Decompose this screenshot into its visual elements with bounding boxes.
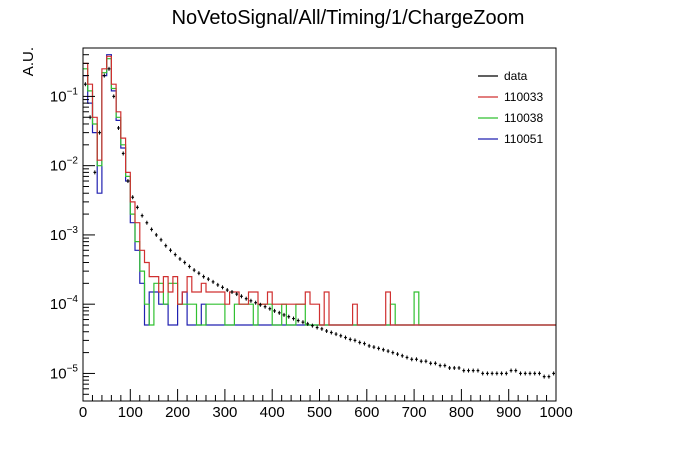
histogram-layer (83, 54, 556, 379)
legend-label: data (504, 69, 528, 83)
legend: data 110033 110038 110051 (478, 69, 543, 146)
x-tick-label: 100 (118, 404, 143, 421)
x-tick-label: 0 (79, 404, 87, 421)
plot-frame (82, 47, 557, 402)
x-tick-label: 800 (449, 404, 474, 421)
y-tick-label: 10−2 (50, 156, 79, 175)
x-tick-label: 400 (260, 404, 285, 421)
x-tick-label: 900 (496, 404, 521, 421)
legend-label: 110033 (504, 90, 543, 104)
x-tick-label: 500 (307, 404, 332, 421)
legend-label: 110051 (504, 132, 543, 146)
y-tick-label: 10−5 (50, 363, 79, 382)
x-tick-label: 600 (354, 404, 379, 421)
x-tick-label: 1000 (539, 404, 572, 421)
series-110038-line (83, 58, 556, 326)
x-tick-label: 300 (212, 404, 237, 421)
chart-title: NoVetoSignal/All/Timing/1/ChargeZoom (172, 7, 525, 29)
y-tick-label: 10−4 (50, 294, 79, 313)
series-110033-line (83, 55, 556, 326)
series-data-markers (84, 66, 555, 379)
legend-label: 110038 (504, 111, 543, 125)
y-axis-label: A.U. (20, 47, 37, 76)
y-tick-label: 10−1 (50, 86, 79, 105)
x-tick-label: 700 (402, 404, 427, 421)
y-tick-label: 10−3 (50, 225, 79, 244)
x-tick-label: 200 (165, 404, 190, 421)
axis-layer: 0 100 200 300 400 500 600 700 800 900 1000 10−5 10−4… (50, 47, 573, 421)
